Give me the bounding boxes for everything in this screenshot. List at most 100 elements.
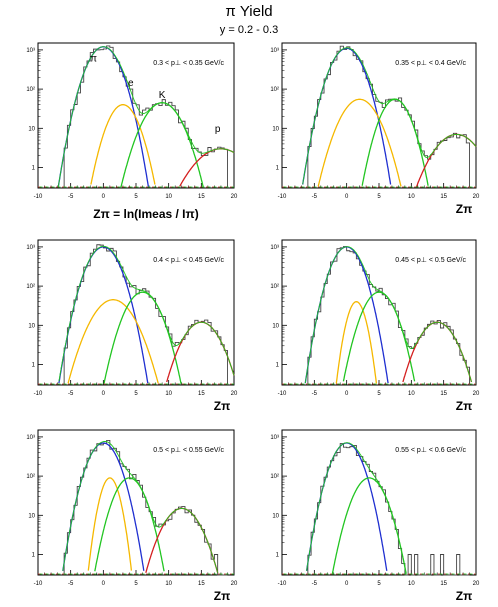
panel-pt-0.45-0.50: -10 -5 0 5 10 15 20 1 10 10² 10³ 0.45 < p⊥ < 0.5 Ge… xyxy=(270,239,480,413)
x-tick-label: 0 xyxy=(102,194,106,200)
fit-curve-electron xyxy=(87,477,133,571)
x-tick-label: 5 xyxy=(377,194,381,200)
y-tick-label: 10 xyxy=(28,323,35,329)
x-tick-label: 10 xyxy=(408,391,415,397)
x-tick-label: 10 xyxy=(408,581,415,587)
x-tick-label: 10 xyxy=(408,194,415,200)
y-tick-label: 10 xyxy=(28,126,35,132)
fit-curve-electron xyxy=(335,301,378,384)
y-tick-label: 1 xyxy=(276,166,280,172)
particle-label: e xyxy=(128,78,134,89)
pt-bin-label: 0.3 < p⊥ < 0.35 GeV/c xyxy=(153,60,224,67)
particle-label: π xyxy=(90,54,97,65)
x-tick-label: 15 xyxy=(440,194,447,200)
data-histogram xyxy=(63,244,228,385)
x-tick-label: 20 xyxy=(231,391,238,397)
y-tick-label: 1 xyxy=(276,553,280,559)
pt-bin-label: 0.4 < p⊥ < 0.45 GeV/c xyxy=(153,257,224,264)
x-tick-label: -10 xyxy=(278,581,287,587)
fit-curve-electron xyxy=(317,98,402,187)
x-axis-label: Zπ xyxy=(214,589,231,603)
fit-curve-electron xyxy=(67,299,159,384)
pt-bin-label: 0.5 < p⊥ < 0.55 GeV/c xyxy=(153,447,224,454)
y-tick-label: 10² xyxy=(26,474,35,480)
x-tick-label: 5 xyxy=(377,581,381,587)
x-tick-label: 10 xyxy=(165,581,172,587)
x-tick-label: 15 xyxy=(440,581,447,587)
x-tick-label: -10 xyxy=(278,194,287,200)
fit-curve-total xyxy=(306,442,407,574)
x-tick-label: 20 xyxy=(473,391,480,397)
panel-pt-0.50-0.55: -10 -5 0 5 10 15 20 1 10 10² 10³ 0.5 < p⊥ < 0.55 Ge… xyxy=(26,429,238,603)
y-tick-label: 10² xyxy=(26,284,35,290)
fit-curve-kaon xyxy=(120,102,204,188)
x-axis-label: Zπ xyxy=(214,399,231,413)
x-tick-label: -5 xyxy=(312,581,318,587)
x-tick-label: 20 xyxy=(231,194,238,200)
data-histogram xyxy=(307,443,470,576)
x-tick-label: 5 xyxy=(377,391,381,397)
x-axis-label: Zπ xyxy=(456,202,473,216)
x-tick-label: 0 xyxy=(102,391,106,397)
fit-curve-electron xyxy=(90,104,156,185)
y-tick-label: 10³ xyxy=(26,245,35,251)
fit-curve-proton xyxy=(166,321,235,383)
fit-curve-proton xyxy=(415,133,477,187)
x-tick-label: 5 xyxy=(134,391,138,397)
pt-bin-label: 0.45 < p⊥ < 0.5 GeV/c xyxy=(395,257,466,264)
x-tick-label: 0 xyxy=(345,391,349,397)
data-histogram xyxy=(307,246,470,385)
x-axis-label: Zπ = ln(Imeas / Iπ) xyxy=(93,207,198,221)
x-axis-label: Zπ xyxy=(456,399,473,413)
y-tick-label: 10³ xyxy=(270,435,279,441)
fit-curve-kaon xyxy=(361,98,429,186)
y-tick-label: 1 xyxy=(32,553,36,559)
panel-pt-0.40-0.45: -10 -5 0 5 10 15 20 1 10 10² 10³ 0.4 < p⊥ < 0.45 Ge… xyxy=(26,239,238,413)
fit-curve-total xyxy=(302,47,477,185)
panel-pt-0.30-0.35: -10 -5 0 5 10 15 20 1 10 10² 10³ 0.3 < p⊥ < 0.35 Ge… xyxy=(26,42,238,221)
x-tick-label: 15 xyxy=(440,391,447,397)
x-tick-label: -10 xyxy=(34,581,43,587)
x-tick-label: 20 xyxy=(473,581,480,587)
y-tick-label: 10 xyxy=(272,323,279,329)
figure-subtitle: y = 0.2 - 0.3 xyxy=(219,24,279,36)
pt-bin-label: 0.35 < p⊥ < 0.4 GeV/c xyxy=(395,60,466,67)
data-histogram xyxy=(63,45,228,188)
pt-bin-label: 0.55 < p⊥ < 0.6 GeV/c xyxy=(395,447,466,454)
x-tick-label: 0 xyxy=(345,194,349,200)
y-tick-label: 10³ xyxy=(270,245,279,251)
y-tick-label: 1 xyxy=(276,363,280,369)
x-tick-label: 20 xyxy=(231,581,238,587)
x-tick-label: 0 xyxy=(102,581,106,587)
x-tick-label: 5 xyxy=(134,194,138,200)
x-tick-label: 10 xyxy=(165,194,172,200)
x-tick-label: -10 xyxy=(278,391,287,397)
x-tick-label: -10 xyxy=(34,194,43,200)
panel-pt-0.35-0.40: -10 -5 0 5 10 15 20 1 10 10² 10³ 0.35 < p⊥ < 0.4 Ge… xyxy=(270,42,480,216)
y-tick-label: 10² xyxy=(270,474,279,480)
x-tick-label: 0 xyxy=(345,581,349,587)
fit-curve-total xyxy=(58,245,235,382)
x-axis-label: Zπ xyxy=(456,589,473,603)
x-tick-label: 10 xyxy=(165,391,172,397)
x-tick-label: 5 xyxy=(134,581,138,587)
fit-curve-total xyxy=(304,246,472,384)
y-tick-label: 10² xyxy=(26,87,35,93)
panel-pt-0.55-0.60: -10 -5 0 5 10 15 20 1 10 10² 10³ 0.55 < p⊥ < 0.6 Ge… xyxy=(270,429,480,603)
fit-curve-proton xyxy=(179,148,235,187)
y-tick-label: 10³ xyxy=(26,435,35,441)
x-tick-label: -5 xyxy=(312,194,318,200)
x-tick-label: -5 xyxy=(68,391,74,397)
y-tick-label: 10³ xyxy=(26,48,35,54)
fit-curve-kaon xyxy=(94,477,165,572)
x-tick-label: -5 xyxy=(68,194,74,200)
particle-label: p xyxy=(215,124,221,135)
y-tick-label: 1 xyxy=(32,363,36,369)
particle-label: K xyxy=(159,90,166,101)
y-tick-label: 10³ xyxy=(270,48,279,54)
x-tick-label: 20 xyxy=(473,194,480,200)
x-tick-label: 15 xyxy=(198,391,205,397)
y-tick-label: 10² xyxy=(270,284,279,290)
